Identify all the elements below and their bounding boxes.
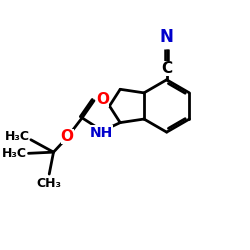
Text: CH₃: CH₃ [37, 177, 62, 190]
Text: H₃C: H₃C [5, 130, 30, 143]
Text: C: C [161, 61, 172, 76]
Text: H₃C: H₃C [2, 147, 27, 160]
Text: O: O [96, 92, 109, 107]
Text: O: O [60, 129, 74, 144]
Text: N: N [160, 28, 173, 46]
Text: NH: NH [90, 126, 113, 140]
